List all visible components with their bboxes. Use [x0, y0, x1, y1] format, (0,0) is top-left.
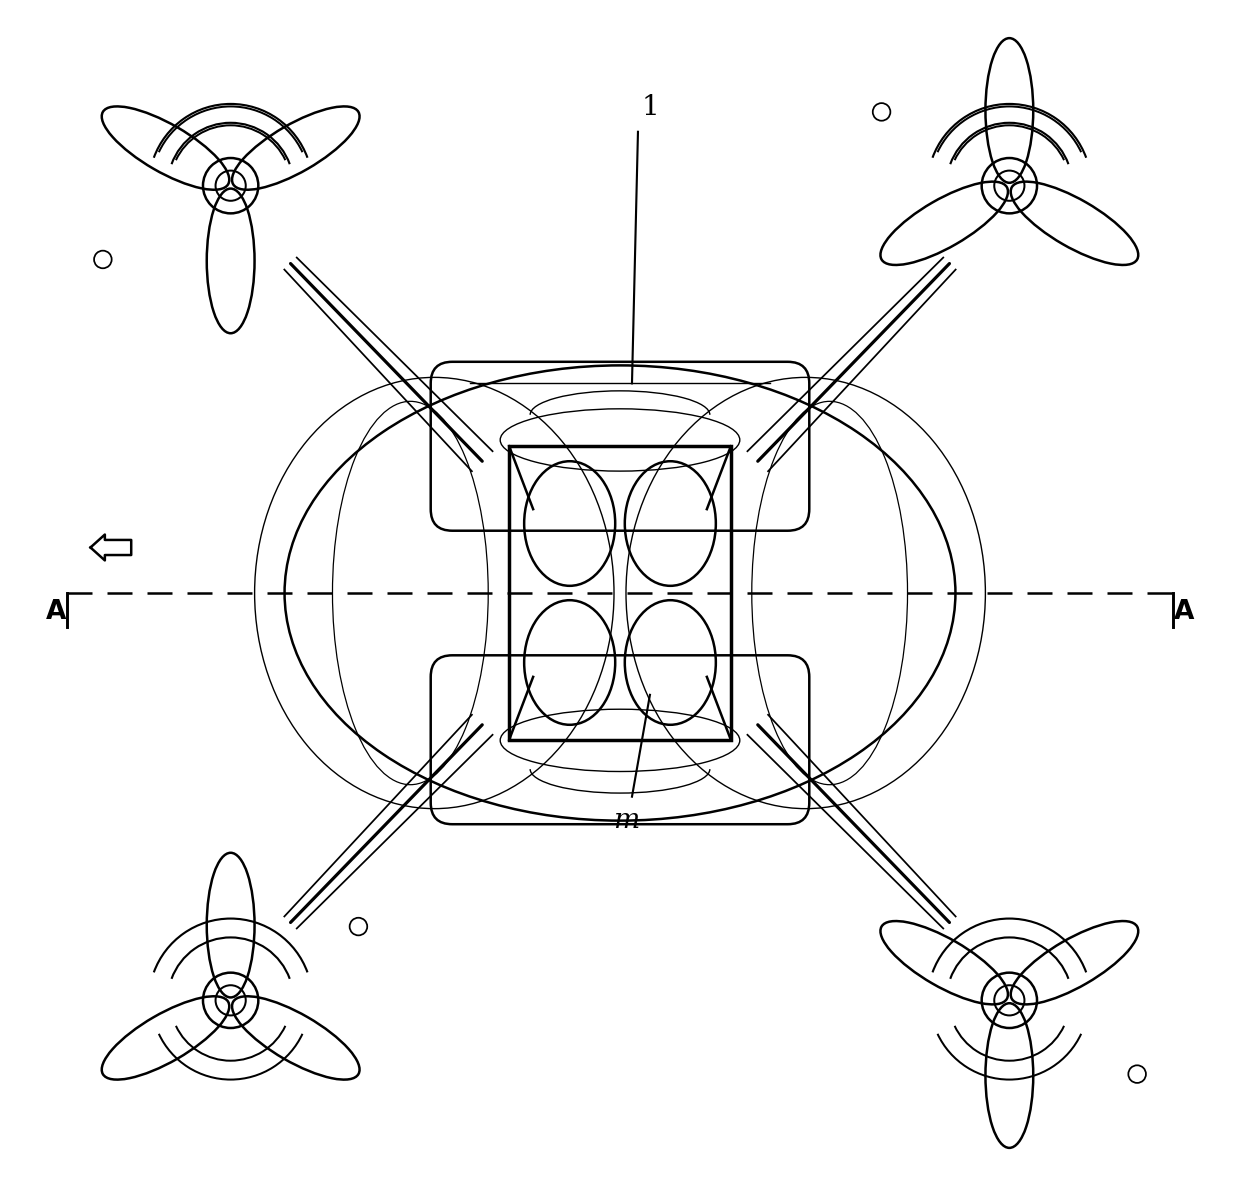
- Text: 1: 1: [641, 95, 658, 121]
- Text: A: A: [1173, 599, 1194, 625]
- Bar: [510, 447, 730, 739]
- Text: A: A: [46, 599, 67, 625]
- Text: m: m: [613, 807, 639, 834]
